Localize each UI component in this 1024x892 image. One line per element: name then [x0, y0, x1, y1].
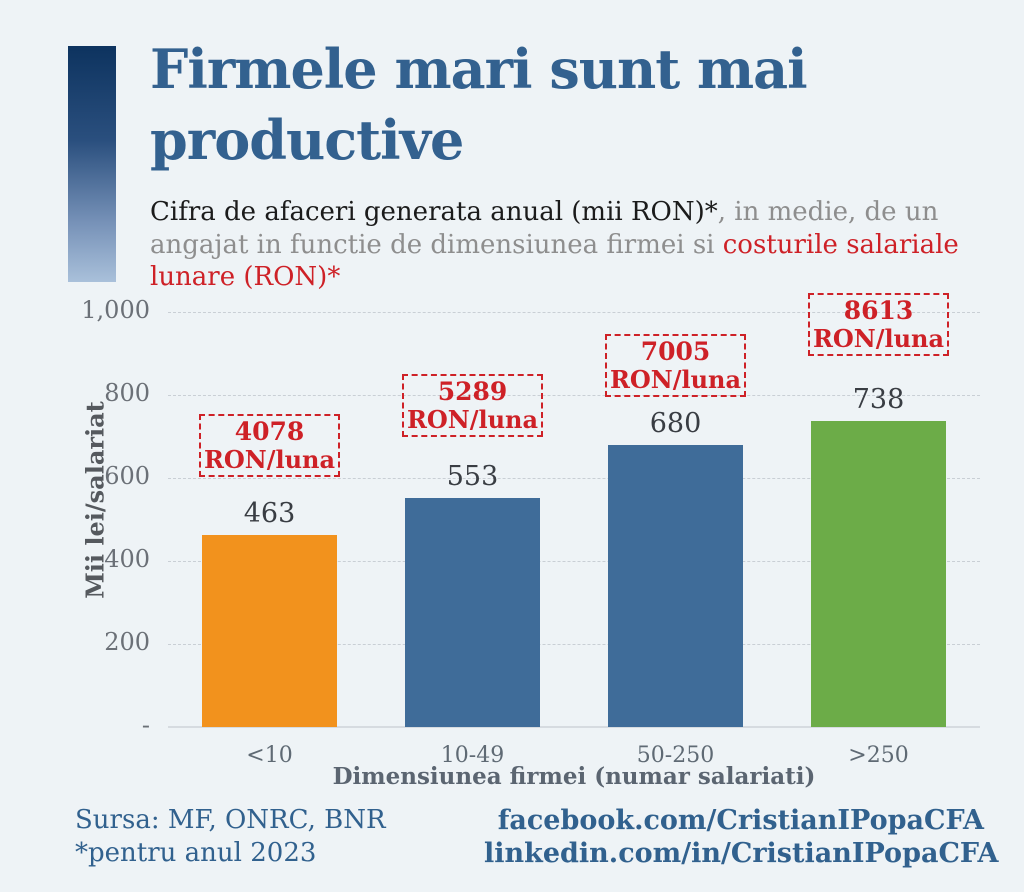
salary-annotation: 7005 RON/luna — [605, 334, 746, 397]
y-gridline — [168, 478, 980, 479]
bar-value-label: 553 — [446, 460, 499, 492]
salary-annotation: 8613 RON/luna — [808, 293, 949, 356]
salary-unit: RON/luna — [609, 364, 742, 394]
social-links: facebook.com/CristianIPopaCFA linkedin.c… — [484, 804, 999, 870]
salary-amount: 7005 — [640, 336, 711, 366]
y-tick-label: 200 — [104, 628, 150, 656]
salary-unit: RON/luna — [406, 404, 539, 434]
x-axis-line — [168, 726, 980, 728]
bar->250 — [811, 420, 946, 727]
salary-unit: RON/luna — [812, 323, 945, 353]
salary-amount: 5289 — [437, 376, 508, 406]
y-axis-title: Mii lei/salariat — [80, 401, 110, 599]
salary-amount: 8613 — [843, 295, 914, 325]
y-gridline — [168, 312, 980, 313]
bar-value-label: 680 — [649, 407, 702, 439]
y-tick-label: 600 — [104, 462, 150, 490]
footnote-year: *pentru anul 2023 — [75, 838, 317, 868]
y-tick-label: 400 — [104, 545, 150, 573]
subtitle-salary-costs: costurile salariale lunare (RON)* — [150, 229, 959, 293]
bar-<10 — [202, 534, 337, 727]
salary-amount: 4078 — [234, 416, 305, 446]
salary-annotation: 5289 RON/luna — [402, 374, 543, 437]
chart-subtitle: Cifra de afaceri generata anual (mii RON… — [150, 196, 980, 294]
y-tick-label: - — [141, 711, 150, 739]
x-tick-label: >250 — [848, 743, 909, 768]
salary-annotation: 4078 RON/luna — [199, 414, 340, 477]
x-tick-label: <10 — [246, 743, 293, 768]
linkedin-link: linkedin.com/in/CristianIPopaCFA — [484, 838, 999, 869]
source-line: Sursa: MF, ONRC, BNR — [75, 805, 386, 835]
x-tick-label: 10-49 — [440, 743, 505, 768]
page-title: Firmele mari sunt mai productive — [150, 34, 970, 177]
y-tick-label: 1,000 — [81, 296, 150, 324]
facebook-link: facebook.com/CristianIPopaCFA — [497, 805, 984, 836]
y-tick-label: 800 — [104, 379, 150, 407]
x-tick-label: 50-250 — [636, 743, 715, 768]
subtitle-context: , in medie, de un angajat in functie de … — [150, 197, 939, 260]
page-title-line1: Firmele mari sunt mai — [150, 37, 808, 101]
bar-50-250 — [608, 444, 743, 727]
bar-value-label: 463 — [243, 497, 296, 529]
page-title-line2: productive — [150, 108, 464, 173]
subtitle-measure: Cifra de afaceri generata anual (mii RON… — [150, 197, 718, 227]
bar-10-49 — [405, 497, 540, 727]
y-gridline — [168, 561, 980, 562]
source-note: Sursa: MF, ONRC, BNR *pentru anul 2023 — [75, 804, 386, 870]
x-axis-title: Dimensiunea firmei (numar salariati) — [332, 763, 816, 790]
y-gridline — [168, 644, 980, 645]
salary-unit: RON/luna — [203, 444, 336, 474]
y-gridline — [168, 395, 980, 396]
title-accent-bar — [68, 46, 116, 282]
bar-value-label: 738 — [852, 383, 905, 415]
